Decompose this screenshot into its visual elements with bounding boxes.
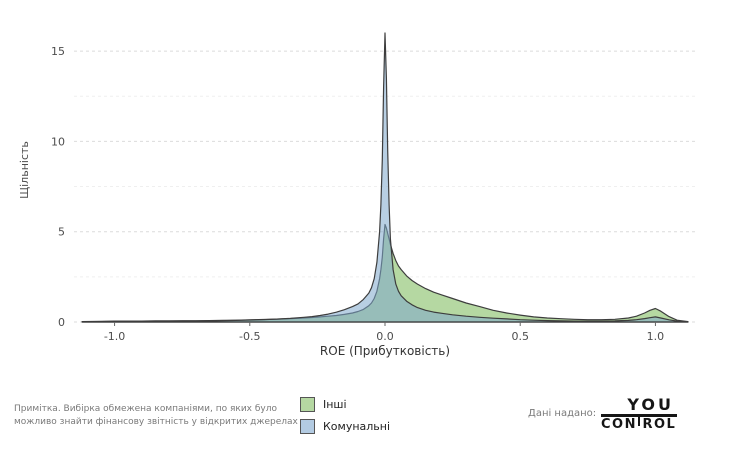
density-chart: -1.0 -0.5 0.0 0.5 1.0 0 5 10 15 Щільність ROE (П… <box>18 32 696 358</box>
legend-item-inshi: Інші <box>300 397 390 412</box>
svg-text:-0.5: -0.5 <box>239 330 260 343</box>
legend: Інші Комунальні <box>300 397 390 441</box>
footnote: Примітка. Вибірка обмежена компаніями, п… <box>14 403 298 429</box>
svg-text:0: 0 <box>58 316 65 329</box>
footnote-line-1: Примітка. Вибірка обмежена компаніями, п… <box>14 404 277 414</box>
legend-swatch-green <box>300 397 315 412</box>
youcontrol-logo-rol: ROL <box>642 417 677 432</box>
legend-label-inshi: Інші <box>323 398 347 411</box>
y-axis-label: Щільність <box>18 141 31 199</box>
svg-text:-1.0: -1.0 <box>104 330 125 343</box>
chart-footer: Примітка. Вибірка обмежена компаніями, п… <box>0 395 730 457</box>
youcontrol-logo-top: YOU <box>627 395 674 414</box>
density-chart-canvas: -1.0 -0.5 0.0 0.5 1.0 0 5 10 15 <box>51 32 696 343</box>
legend-label-komunalni: Комунальні <box>323 420 391 433</box>
youcontrol-logo-con: CON <box>601 417 637 432</box>
svg-text:10: 10 <box>51 135 65 148</box>
youcontrol-logo-t-stem <box>637 417 641 426</box>
x-axis-label: ROE (Прибутковість) <box>319 344 451 358</box>
youcontrol-logo-bottom: CON ROL <box>601 414 677 432</box>
svg-text:1.0: 1.0 <box>647 330 665 343</box>
svg-text:0.0: 0.0 <box>376 330 394 343</box>
svg-text:0.5: 0.5 <box>511 330 529 343</box>
legend-swatch-blue <box>300 419 315 434</box>
footnote-line-2: можливо знайти фінансову звітність у від… <box>14 417 298 427</box>
svg-text:5: 5 <box>58 226 65 239</box>
credit-label: Дані надано: <box>528 408 597 419</box>
legend-item-komunalni: Комунальні <box>300 419 390 434</box>
svg-text:15: 15 <box>51 45 65 58</box>
youcontrol-logo: YOU CON ROL <box>601 395 677 432</box>
